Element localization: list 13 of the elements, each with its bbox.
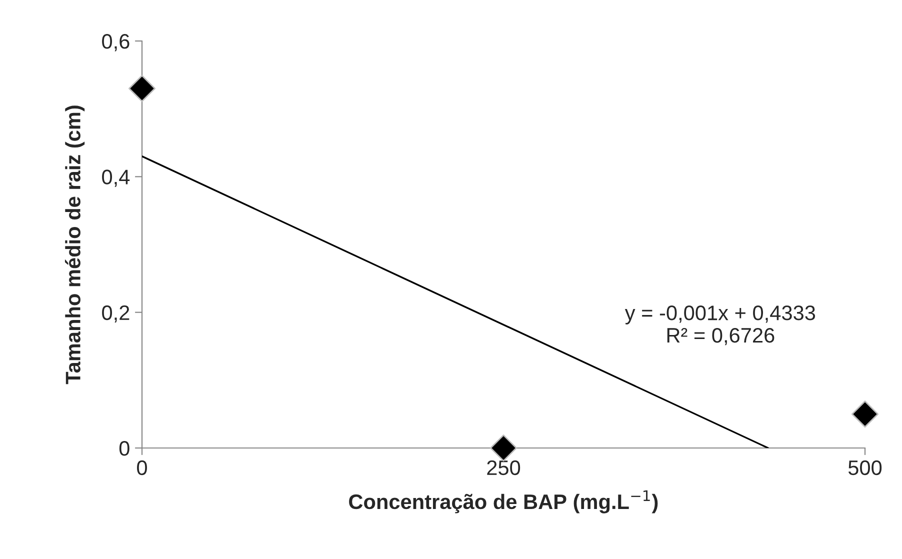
- x-axis-title: Concentração de BAP (mg.L$^{−1}$): [349, 490, 658, 514]
- x-tick-label: 500: [848, 460, 882, 476]
- point: [852, 400, 878, 428]
- y-tick-label: 0,4: [102, 170, 130, 187]
- point: [490, 434, 517, 462]
- point: [128, 74, 156, 102]
- y-axis-title: Tamanho médio de raiz (cm): [64, 106, 85, 384]
- x-tick-label: 250: [487, 460, 520, 476]
- y-tick-label: 0: [119, 441, 130, 456]
- y-tick-label: 0,2: [102, 305, 130, 323]
- x-tick-label: 0: [137, 460, 147, 476]
- y-tick-label: 0,6: [102, 34, 130, 52]
- annotation: y = -0,001x + 0,4333 R² = 0,6726: [624, 306, 816, 346]
